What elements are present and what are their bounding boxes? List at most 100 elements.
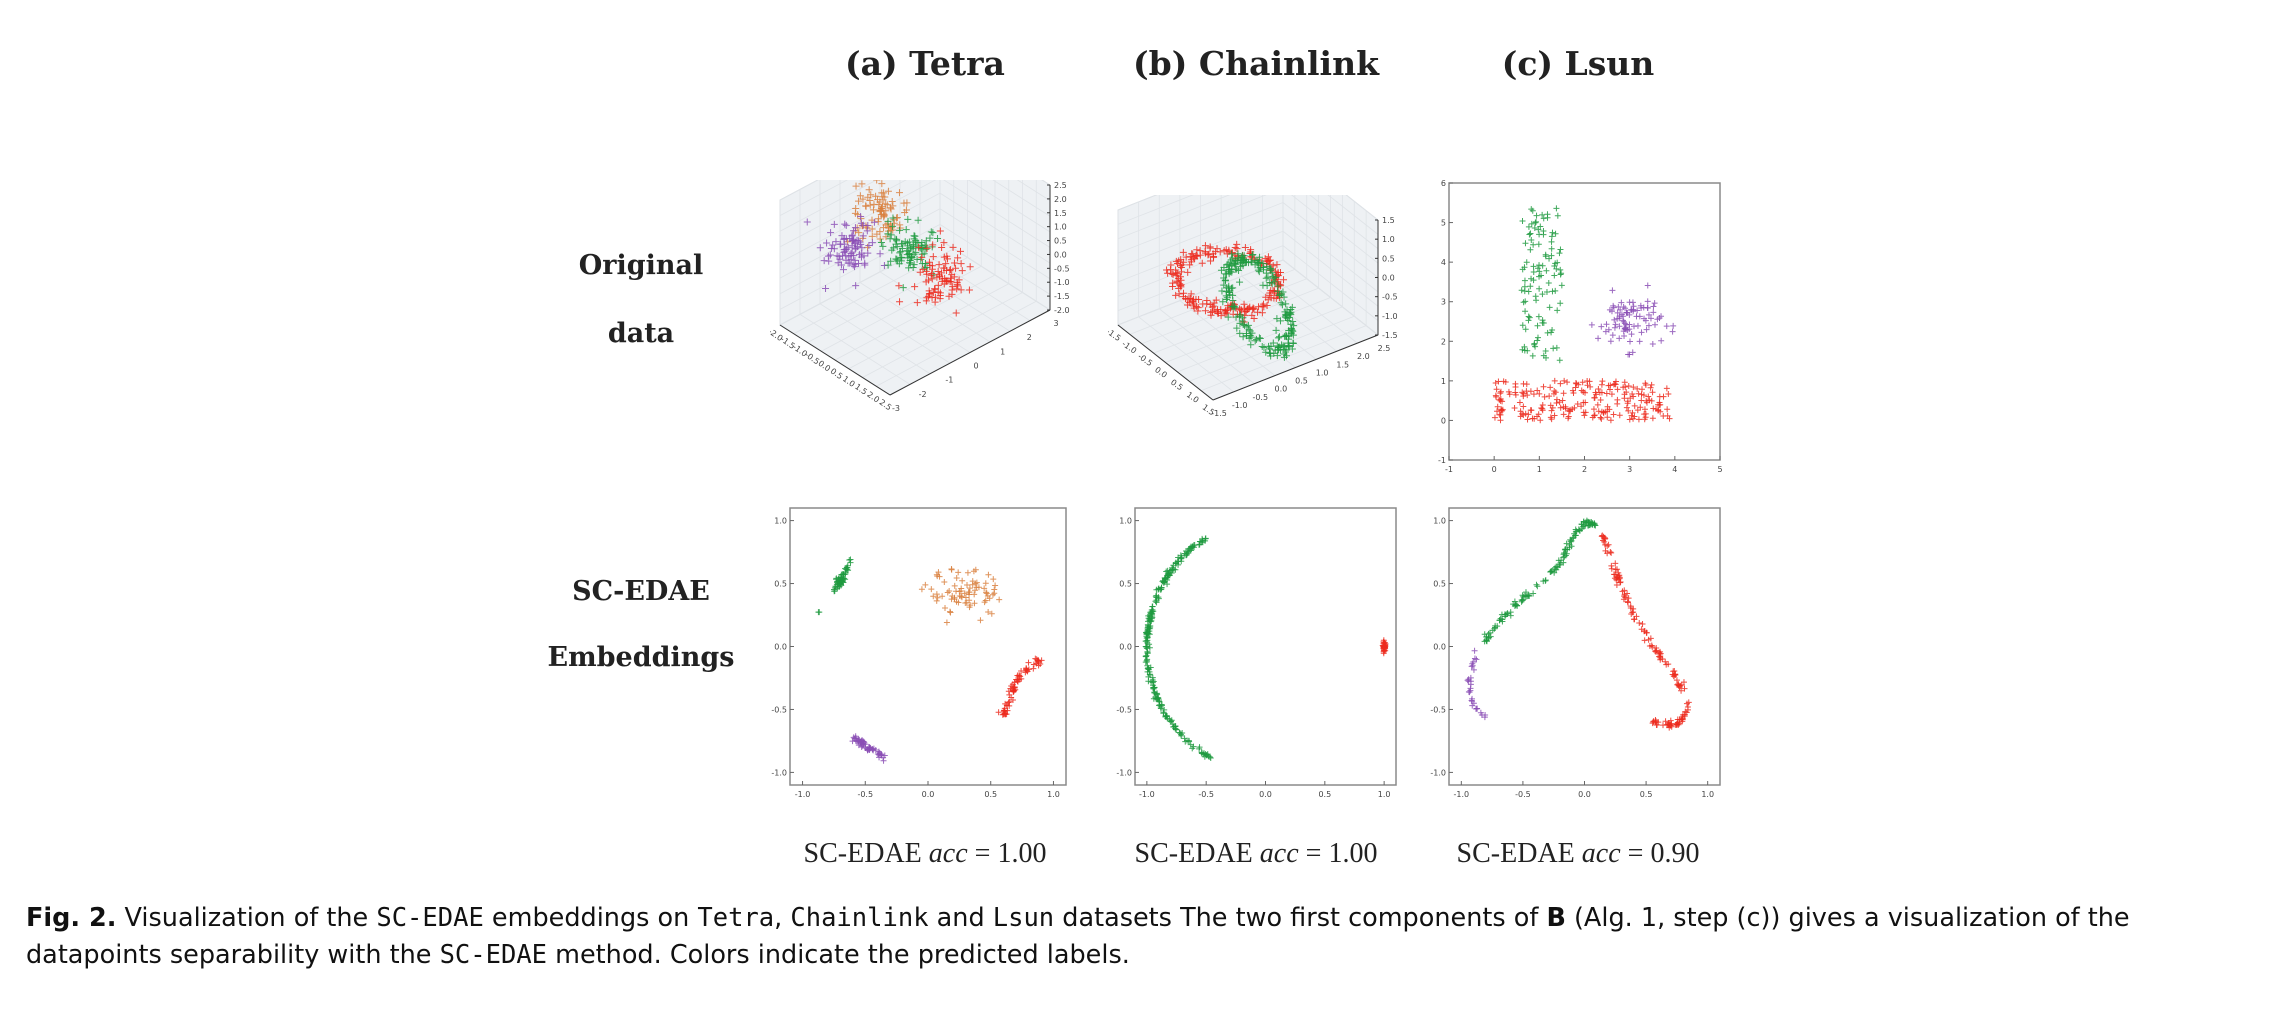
data-point — [1023, 666, 1030, 673]
data-point — [958, 593, 965, 600]
data-point — [1009, 696, 1016, 703]
data-point — [1192, 302, 1200, 310]
data-point — [1196, 251, 1204, 259]
data-point — [877, 238, 885, 246]
data-point — [1229, 302, 1237, 310]
data-point — [1624, 590, 1631, 597]
data-point — [1678, 681, 1685, 688]
data-point — [870, 218, 878, 226]
data-point — [1288, 326, 1296, 334]
data-point — [911, 283, 919, 291]
data-point — [1642, 317, 1649, 324]
data-point — [834, 579, 841, 586]
data-point — [1649, 389, 1656, 396]
data-point — [1382, 645, 1389, 652]
data-point — [1650, 303, 1657, 310]
data-point — [918, 586, 925, 593]
data-point — [1513, 602, 1520, 609]
data-point — [1548, 238, 1555, 245]
data-point — [1626, 326, 1633, 333]
data-point — [1271, 346, 1279, 354]
data-point — [915, 243, 923, 251]
data-point — [1560, 390, 1567, 397]
data-point — [926, 234, 934, 242]
x-axis — [1117, 324, 1214, 401]
data-point — [1280, 276, 1288, 284]
data-point — [1483, 637, 1490, 644]
data-point — [840, 234, 848, 242]
data-point — [1572, 526, 1579, 533]
data-point — [935, 271, 943, 279]
data-point — [1534, 337, 1541, 344]
data-point — [1641, 637, 1648, 644]
data-point — [1562, 546, 1569, 553]
data-point — [1238, 253, 1246, 261]
data-point — [1169, 721, 1176, 728]
data-point — [888, 197, 896, 205]
data-point — [897, 248, 905, 256]
grid-line — [1282, 202, 1379, 278]
data-point — [899, 240, 907, 248]
data-point — [1620, 303, 1627, 310]
data-point — [1222, 306, 1230, 314]
data-point — [929, 229, 937, 237]
data-point — [1207, 257, 1215, 265]
data-point — [1563, 540, 1570, 547]
data-point — [1502, 378, 1509, 385]
data-point — [1235, 266, 1243, 274]
data-point — [1243, 323, 1251, 331]
data-point — [1521, 264, 1528, 271]
data-point — [988, 610, 995, 617]
data-point — [910, 261, 918, 269]
data-point — [1530, 263, 1537, 270]
caption-label: Fig. 2. — [26, 903, 117, 933]
data-point — [953, 574, 960, 581]
data-point — [1536, 262, 1543, 269]
data-point — [1536, 268, 1543, 275]
grid-line — [879, 271, 991, 343]
data-point — [1471, 647, 1478, 654]
data-point — [1546, 304, 1553, 311]
data-point — [1633, 313, 1640, 320]
grid-line — [1345, 195, 1379, 221]
data-point — [1273, 261, 1281, 269]
data-point — [1616, 315, 1623, 322]
data-point — [1678, 687, 1685, 694]
z-tick-label: -0.5 — [1054, 264, 1070, 273]
data-point — [1522, 308, 1529, 315]
data-point — [985, 571, 992, 578]
data-point — [1155, 697, 1162, 704]
grid-line — [1291, 195, 1379, 264]
data-point — [1551, 377, 1558, 384]
data-point — [1629, 409, 1636, 416]
data-point — [947, 274, 955, 282]
x-tick-label: 5 — [1717, 465, 1722, 474]
data-point — [1264, 273, 1272, 281]
data-point — [889, 214, 897, 222]
data-point — [1543, 288, 1550, 295]
data-point — [844, 259, 852, 267]
data-point — [864, 249, 872, 257]
data-point — [1623, 404, 1630, 411]
data-point — [1560, 411, 1567, 418]
y-tick-label: 0.0 — [774, 643, 787, 652]
data-point — [1546, 393, 1553, 400]
data-point — [1597, 396, 1604, 403]
data-point — [1144, 665, 1151, 672]
data-point — [1540, 352, 1547, 359]
data-point — [1264, 257, 1272, 265]
data-point — [986, 595, 993, 602]
data-point — [1236, 278, 1244, 286]
data-point — [1560, 554, 1567, 561]
data-point — [1650, 405, 1657, 412]
data-point — [1537, 223, 1544, 230]
data-point — [1494, 403, 1501, 410]
data-point — [832, 238, 840, 246]
data-point — [890, 216, 898, 224]
data-point — [1153, 599, 1160, 606]
data-point — [1525, 592, 1532, 599]
z-tick-label: -0.5 — [1382, 293, 1398, 302]
data-point — [1497, 417, 1504, 424]
data-point — [1149, 679, 1156, 686]
data-point — [1173, 278, 1181, 286]
